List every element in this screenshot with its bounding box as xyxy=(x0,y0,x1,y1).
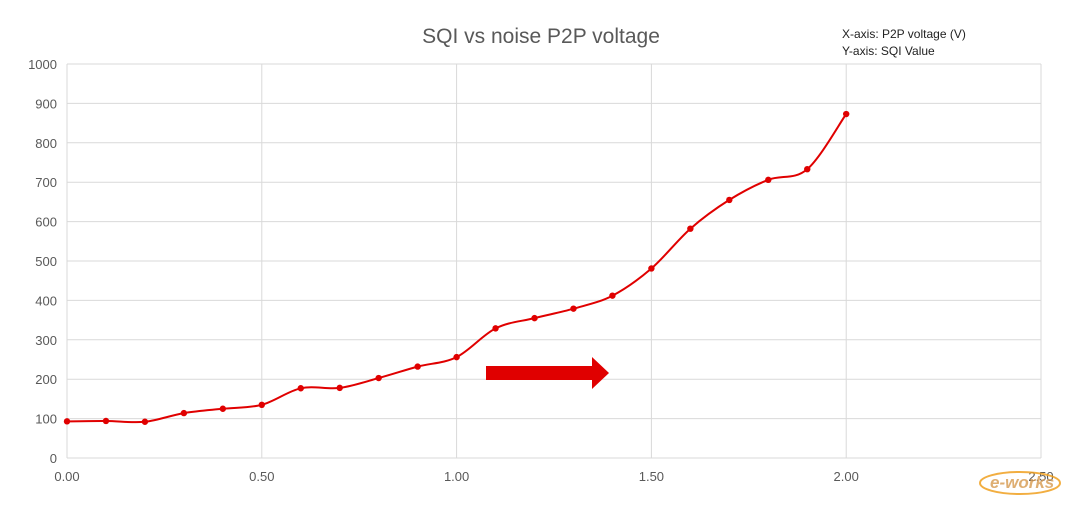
x-axis-note: X-axis: P2P voltage (V) xyxy=(842,27,966,41)
x-tick-label: 0.00 xyxy=(54,469,79,484)
data-point xyxy=(414,363,421,370)
data-point xyxy=(102,417,110,425)
arrow-annotation xyxy=(486,357,609,389)
data-point xyxy=(804,165,811,173)
y-tick-label: 600 xyxy=(35,215,57,230)
y-tick-label: 100 xyxy=(35,412,57,427)
data-point xyxy=(63,418,71,425)
data-point xyxy=(258,401,265,409)
gridlines xyxy=(66,63,1042,459)
data-point xyxy=(687,225,694,232)
data-point xyxy=(219,405,227,412)
y-tick-label: 900 xyxy=(35,96,57,111)
data-point xyxy=(375,374,382,382)
y-tick-label: 400 xyxy=(35,293,57,308)
y-tick-label: 700 xyxy=(35,175,57,190)
data-point xyxy=(843,110,850,118)
chart-title: SQI vs noise P2P voltage xyxy=(422,25,660,48)
y-tick-labels: 0 100 200 300 400 500 600 700 800 900 1000 xyxy=(28,57,57,466)
data-point xyxy=(765,176,772,184)
x-tick-label: 2.00 xyxy=(834,469,859,484)
y-tick-label: 300 xyxy=(35,333,57,348)
data-point xyxy=(492,325,499,332)
x-tick-label: 0.50 xyxy=(249,469,274,484)
x-tick-labels: 0.00 0.50 1.00 1.50 2.00 2.50 xyxy=(54,469,1053,484)
y-tick-label: 0 xyxy=(50,451,57,466)
y-axis-note: Y-axis: SQI Value xyxy=(842,44,935,58)
data-point xyxy=(180,409,188,417)
e-works-watermark: e-works xyxy=(979,471,1061,495)
watermark-text: e-works xyxy=(990,473,1054,492)
data-point xyxy=(531,314,538,322)
x-tick-label: 1.50 xyxy=(639,469,664,484)
y-tick-label: 500 xyxy=(35,254,57,269)
data-point xyxy=(297,385,304,392)
data-point xyxy=(141,418,149,425)
x-tick-label: 1.00 xyxy=(444,469,469,484)
data-point xyxy=(648,265,655,272)
data-point xyxy=(609,292,616,299)
data-point xyxy=(726,196,733,204)
data-points xyxy=(63,110,850,425)
y-tick-label: 800 xyxy=(35,136,57,151)
y-tick-label: 1000 xyxy=(28,57,57,72)
y-tick-label: 200 xyxy=(35,372,57,387)
data-point xyxy=(570,305,577,312)
data-point xyxy=(336,384,343,392)
data-point xyxy=(453,353,460,361)
